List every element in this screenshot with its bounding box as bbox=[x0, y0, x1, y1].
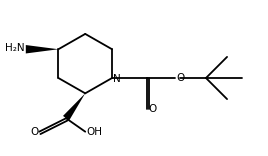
Text: O: O bbox=[30, 127, 38, 137]
Text: O: O bbox=[176, 73, 185, 83]
Text: H₂N: H₂N bbox=[5, 43, 25, 53]
Polygon shape bbox=[26, 45, 58, 54]
Text: OH: OH bbox=[86, 127, 102, 137]
Polygon shape bbox=[63, 93, 85, 121]
Text: N: N bbox=[113, 74, 121, 84]
Text: O: O bbox=[148, 104, 156, 114]
